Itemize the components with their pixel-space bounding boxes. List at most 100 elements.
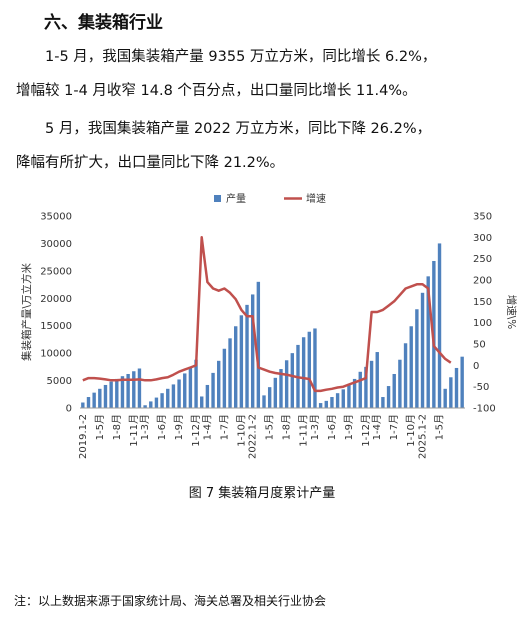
bar [194, 359, 198, 408]
bar [318, 403, 323, 408]
bar [228, 338, 232, 408]
y-tick-label: 10000 [40, 349, 72, 360]
paragraph-line: 1-5 月，我国集装箱产量 9355 万立方米，同比增长 6.2%， [45, 49, 437, 65]
y2-tick-label: 300 [473, 233, 492, 244]
bar [386, 386, 391, 408]
x-tick-label: 2022.1-2 [248, 414, 259, 459]
bar [222, 348, 227, 408]
y2-tick-label: -50 [473, 382, 489, 393]
bar [420, 292, 425, 408]
bar [341, 389, 345, 408]
bar [143, 405, 147, 408]
x-tick-label: 1-9月 [173, 414, 185, 440]
bar [205, 384, 210, 408]
legend-label: 增速 [306, 192, 326, 205]
bar [262, 395, 266, 408]
bar [403, 343, 408, 408]
bar [188, 366, 193, 408]
bar [86, 397, 91, 408]
figure-caption: 图 7 集装箱月度累计产量 [188, 486, 336, 501]
y-tick-label: 20000 [40, 294, 72, 305]
x-tick-label: 1-11月 [298, 414, 310, 447]
x-tick-label: 2019.1-2 [78, 414, 89, 459]
bar [92, 392, 96, 408]
x-tick-label: 1-3月 [139, 414, 151, 440]
bar [307, 331, 311, 408]
bar [245, 304, 249, 408]
bar [330, 397, 334, 408]
bar [409, 326, 413, 408]
y-tick-label: 30000 [40, 239, 72, 250]
x-tick-label: 1-9月 [343, 414, 355, 440]
bar [171, 384, 176, 408]
chart-svg: 产量 增速 0 5000 10000 15000 20000 25000 30000 35000 -… [20, 192, 518, 459]
bar [443, 388, 447, 408]
x-tick-label: 1-12月 [360, 414, 372, 447]
bar [347, 384, 351, 408]
bar [200, 396, 204, 408]
bar [369, 360, 374, 408]
y2-tick-label: 0 [473, 361, 479, 372]
bar [211, 372, 215, 408]
x-tick-label: 1-7月 [388, 414, 400, 440]
y2-tick-label: 50 [473, 340, 486, 351]
bar [160, 393, 164, 408]
x-tick-label: 1-5月 [264, 414, 276, 440]
paragraph-2: 5 月，我国集装箱产量 2022 万立方米，同比下降 26.2%， 降幅有所扩大… [16, 112, 431, 180]
y-tick-label: 25000 [40, 266, 72, 277]
bar [137, 368, 142, 408]
y2-tick-label: -100 [473, 404, 496, 415]
y2-tick-label: 200 [473, 276, 492, 287]
bar [301, 337, 306, 408]
bar [426, 276, 430, 408]
source-note: 注：以上数据来源于国家统计局、海关总署及相关行业协会 [14, 594, 327, 608]
y-tick-label: 15000 [40, 321, 72, 332]
x-tick-label: 1-6月 [326, 414, 338, 440]
bar [352, 378, 357, 408]
paragraph-line: 降幅有所扩大，出口量同比下降 21.2%。 [16, 155, 285, 171]
legend-label: 产量 [226, 192, 246, 205]
bar [460, 356, 464, 408]
x-tick-label: 1-10月 [235, 414, 247, 447]
bar [335, 393, 340, 408]
y2-tick-label: 150 [473, 297, 492, 308]
bar [364, 366, 368, 408]
bar [109, 381, 113, 408]
x-tick-label: 1-12月 [190, 414, 202, 447]
y-tick-label: 5000 [47, 376, 72, 387]
bar [415, 309, 419, 408]
bar [98, 388, 102, 408]
bar [437, 243, 442, 408]
bar [126, 373, 130, 408]
bar [398, 359, 402, 408]
bar [267, 387, 272, 408]
bar [183, 373, 187, 408]
bar [358, 371, 362, 408]
bar [284, 360, 289, 408]
bar [177, 379, 181, 408]
x-tick-label: 1-10月 [405, 414, 417, 447]
x-tick-label: 2025.1-2 [418, 414, 429, 459]
x-tick-label: 1-4月 [371, 414, 383, 440]
paragraph-1: 1-5 月，我国集装箱产量 9355 万立方米，同比增长 6.2%， 增幅较 1… [16, 40, 436, 108]
section-heading: 六、集装箱行业 [44, 13, 163, 33]
x-tick-label: 1-8月 [281, 414, 293, 440]
bar [454, 367, 459, 408]
x-tick-label: 1-7月 [218, 414, 230, 440]
bar [166, 388, 170, 408]
bar [103, 384, 108, 408]
bar [256, 281, 261, 408]
x-tick-label: 1-3月 [309, 414, 321, 440]
bar [290, 353, 295, 408]
bar [381, 397, 385, 408]
production-chart: 产量 增速 0 5000 10000 15000 20000 25000 30000 35000 -… [0, 188, 524, 488]
bar [154, 397, 159, 408]
y-tick-label: 0 [66, 404, 72, 415]
bar [234, 326, 238, 408]
y2-axis-title: 增速\% [505, 295, 518, 330]
paragraph-line: 增幅较 1-4 月收窄 14.8 个百分点，出口量同比增长 11.4%。 [16, 83, 417, 99]
bar [313, 328, 317, 408]
bar [81, 402, 85, 408]
bar [449, 377, 453, 408]
bar [392, 373, 396, 408]
